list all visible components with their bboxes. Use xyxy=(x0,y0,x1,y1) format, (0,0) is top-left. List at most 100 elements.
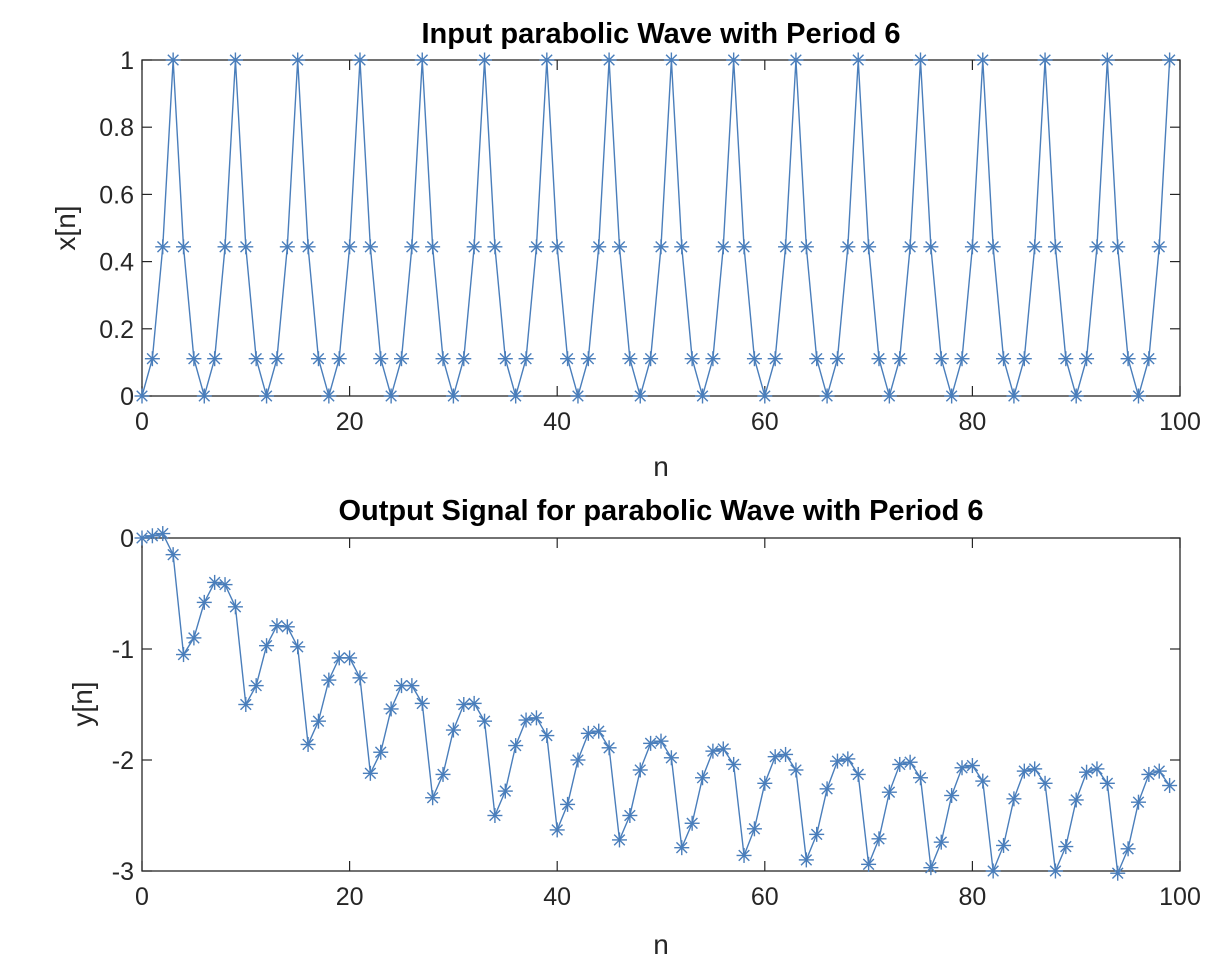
data-point xyxy=(248,678,264,694)
data-point xyxy=(653,733,669,749)
y-tick-label: 0.8 xyxy=(99,114,134,142)
data-point xyxy=(964,239,980,255)
data-point xyxy=(528,239,544,255)
data-point xyxy=(466,239,482,255)
data-point xyxy=(643,351,659,367)
data-point xyxy=(425,790,441,806)
data-point xyxy=(1037,775,1053,791)
data-point xyxy=(383,388,399,404)
data-point xyxy=(549,239,565,255)
data-point xyxy=(611,832,627,848)
data-point xyxy=(497,783,513,799)
data-point xyxy=(477,713,493,729)
x-tick-label: 60 xyxy=(751,883,779,911)
data-point xyxy=(570,752,586,768)
data-point xyxy=(321,672,337,688)
y-tick-label: -1 xyxy=(112,636,134,664)
data-point xyxy=(300,736,316,752)
series-group xyxy=(134,52,1178,404)
data-point xyxy=(1099,52,1115,68)
data-point xyxy=(580,725,596,741)
data-point xyxy=(829,753,845,769)
data-point xyxy=(892,756,908,772)
data-point xyxy=(310,351,326,367)
data-point xyxy=(549,822,565,838)
data-point xyxy=(736,847,752,863)
data-point xyxy=(715,239,731,255)
data-point xyxy=(871,351,887,367)
data-point xyxy=(715,741,731,757)
data-point xyxy=(186,630,202,646)
data-point xyxy=(207,574,223,590)
data-point xyxy=(695,770,711,786)
data-point xyxy=(913,52,928,68)
data-point xyxy=(643,735,659,751)
data-point xyxy=(134,388,150,404)
data-point xyxy=(383,701,399,717)
data-point xyxy=(435,766,451,782)
data-point xyxy=(1130,794,1146,810)
data-point xyxy=(466,695,482,711)
y-tick-label: -3 xyxy=(112,858,134,886)
data-point xyxy=(653,239,669,255)
data-point xyxy=(1058,839,1074,855)
data-point xyxy=(414,695,430,711)
plot-area xyxy=(141,537,1181,872)
data-point xyxy=(144,351,160,367)
data-point xyxy=(560,796,576,812)
data-point xyxy=(425,239,441,255)
data-point xyxy=(1047,239,1063,255)
data-point xyxy=(331,351,347,367)
data-point xyxy=(1037,52,1053,68)
data-point xyxy=(134,530,150,546)
data-point xyxy=(767,749,783,765)
data-point xyxy=(477,52,493,68)
data-point xyxy=(611,239,627,255)
data-point xyxy=(539,52,555,68)
data-point xyxy=(1141,351,1157,367)
data-point xyxy=(726,756,742,772)
y-tick-label: 0.4 xyxy=(99,249,134,277)
data-point xyxy=(975,52,991,68)
series-line xyxy=(141,532,1171,876)
chart-title: Input parabolic Wave with Period 6 xyxy=(421,18,900,50)
data-point xyxy=(1089,761,1105,777)
data-point xyxy=(726,52,742,68)
y-tick-label: 0.2 xyxy=(99,316,134,344)
data-point xyxy=(923,239,939,255)
x-tick-label: 80 xyxy=(958,408,986,436)
x-tick-label: 100 xyxy=(1159,883,1201,911)
x-tick-label: 80 xyxy=(958,883,986,911)
data-point xyxy=(674,840,690,856)
data-point xyxy=(394,351,409,367)
data-point xyxy=(788,52,804,68)
data-point xyxy=(913,770,928,786)
data-point xyxy=(736,239,752,255)
data-point xyxy=(746,351,762,367)
data-point xyxy=(622,351,638,367)
x-tick-label: 40 xyxy=(543,883,571,911)
data-point xyxy=(601,740,617,756)
data-point xyxy=(290,639,306,655)
data-point xyxy=(269,351,285,367)
data-point xyxy=(1120,841,1136,857)
data-point xyxy=(809,826,825,842)
data-point xyxy=(456,697,472,712)
data-point xyxy=(944,388,960,404)
data-point xyxy=(300,239,316,255)
data-point xyxy=(196,388,212,404)
data-point xyxy=(1151,239,1167,255)
data-point xyxy=(840,751,856,767)
data-point xyxy=(560,351,576,367)
y-axis-label: y[n] xyxy=(67,681,98,726)
data-point xyxy=(445,722,461,738)
x-tick-label: 20 xyxy=(336,408,364,436)
data-point xyxy=(352,670,368,686)
data-point xyxy=(1099,775,1115,791)
data-point xyxy=(518,712,534,728)
tick-group: 0 20 40 60 80 100 -3 -2 -1 0 xyxy=(112,525,1201,911)
y-tick-label: 1 xyxy=(120,47,134,75)
chart-title: Output Signal for parabolic Wave with Pe… xyxy=(338,495,983,527)
data-point xyxy=(1016,763,1032,779)
